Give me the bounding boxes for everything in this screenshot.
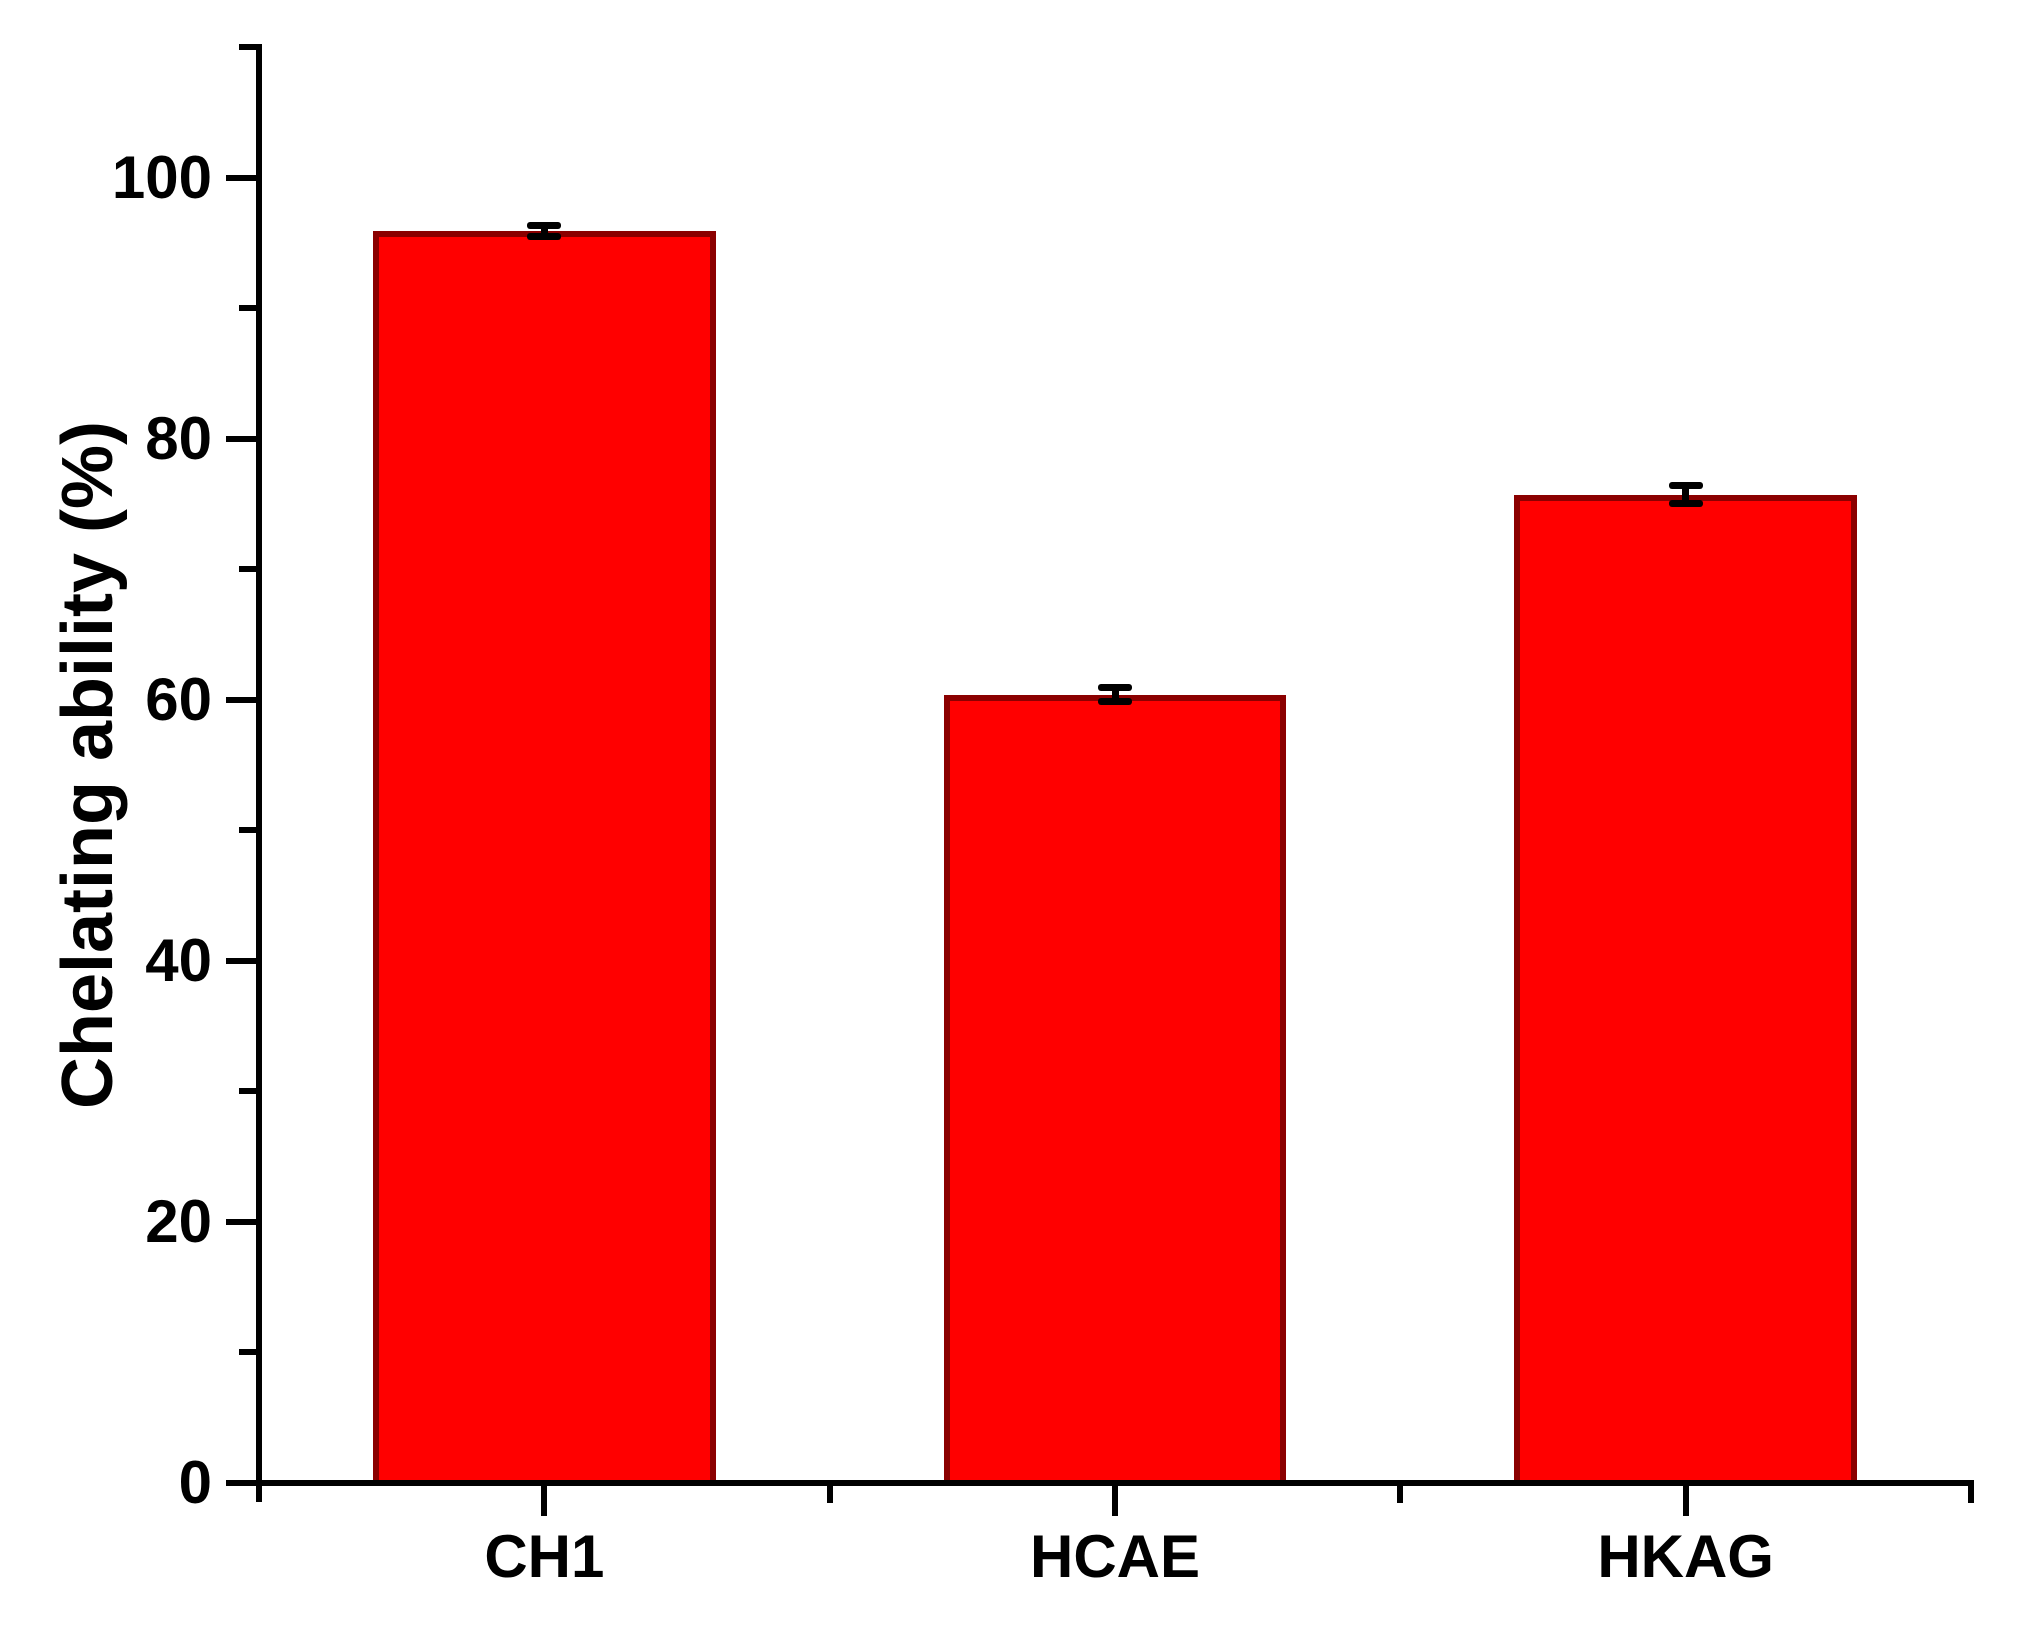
y-tick-label: 100: [111, 143, 212, 211]
bar-ch1: [373, 231, 716, 1486]
y-minor-tick: [239, 44, 256, 50]
x-major-tick: [1112, 1486, 1118, 1516]
y-major-tick: [226, 435, 256, 442]
y-major-tick: [226, 1480, 256, 1486]
y-major-tick: [226, 696, 256, 703]
error-bar-line-hkag: [1682, 485, 1690, 504]
error-bar-line-hcae: [1111, 687, 1119, 702]
y-axis-title-text: Chelating ability (%): [48, 420, 129, 1110]
x-major-tick: [541, 1486, 548, 1516]
y-major-tick: [226, 174, 256, 181]
error-bar-line-ch1: [540, 225, 548, 237]
y-axis-line: [256, 44, 262, 1502]
y-tick-label: 60: [145, 665, 212, 733]
x-category-label-hkag: HKAG: [1597, 1523, 1774, 1590]
error-bar-cap-top-hkag: [1668, 482, 1703, 490]
y-tick-label: 40: [145, 926, 212, 994]
bar-hcae: [943, 694, 1287, 1486]
y-minor-tick: [239, 305, 256, 312]
x-axis-line: [256, 1480, 1974, 1486]
y-tick-label: 80: [145, 404, 212, 472]
y-tick-label: 20: [145, 1187, 212, 1255]
y-major-tick: [226, 957, 256, 964]
error-bar-cap-top-ch1: [527, 222, 562, 230]
error-bar-cap-bottom-hcae: [1098, 697, 1132, 705]
y-tick-label: 0: [178, 1449, 212, 1516]
error-bar-cap-bottom-hkag: [1668, 500, 1703, 508]
y-major-tick: [226, 1218, 256, 1225]
y-minor-tick: [239, 1349, 256, 1356]
y-minor-tick: [239, 827, 256, 834]
x-major-tick: [1682, 1486, 1689, 1516]
x-minor-tick: [1397, 1486, 1404, 1503]
bar-hkag: [1514, 494, 1857, 1486]
x-category-label-ch1: CH1: [484, 1523, 605, 1590]
x-category-label-hcae: HCAE: [1029, 1523, 1200, 1590]
x-minor-tick: [826, 1486, 833, 1503]
y-minor-tick: [239, 1088, 256, 1095]
error-bar-cap-bottom-ch1: [527, 232, 562, 240]
error-bar-cap-top-hcae: [1098, 684, 1132, 692]
y-minor-tick: [239, 566, 256, 573]
x-axis-end-tick: [1968, 1486, 1974, 1503]
